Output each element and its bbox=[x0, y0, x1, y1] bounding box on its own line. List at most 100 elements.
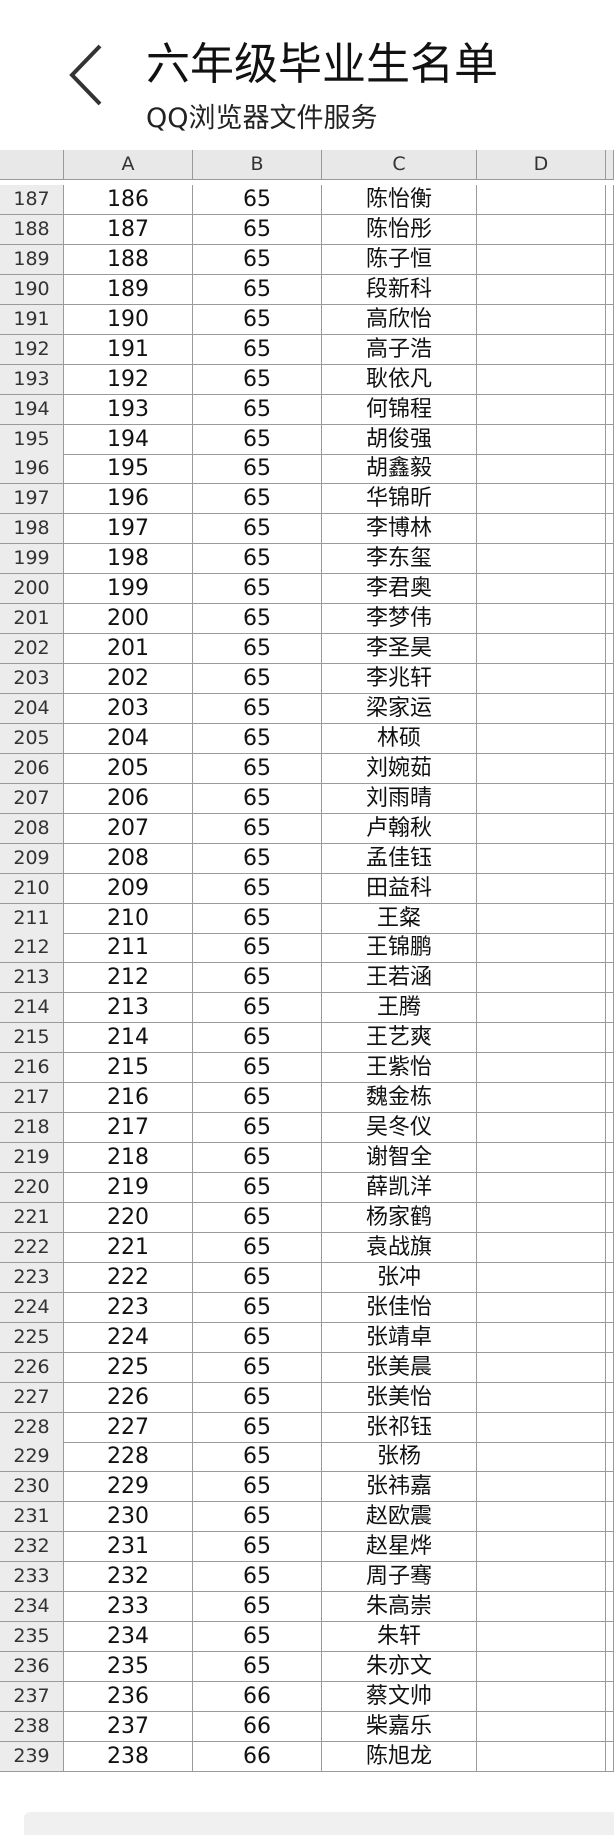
row-header: 209 bbox=[0, 843, 64, 874]
cell: 陈怡衡 bbox=[322, 185, 477, 215]
cell: 218 bbox=[64, 1143, 193, 1174]
cell bbox=[477, 364, 606, 395]
cell bbox=[477, 693, 606, 724]
cell: 王艺爽 bbox=[322, 1023, 477, 1054]
cell: 194 bbox=[64, 424, 193, 455]
cell: 陈旭龙 bbox=[322, 1741, 477, 1772]
row-header: 219 bbox=[0, 1143, 64, 1174]
cell bbox=[477, 544, 606, 575]
cell: 65 bbox=[193, 753, 322, 784]
cell bbox=[477, 484, 606, 515]
row-header: 237 bbox=[0, 1681, 64, 1712]
cell: 朱高崇 bbox=[322, 1592, 477, 1623]
cell bbox=[477, 1442, 606, 1473]
cell: 赵欧震 bbox=[322, 1502, 477, 1533]
cell bbox=[477, 1262, 606, 1293]
column-header: C bbox=[322, 150, 477, 180]
row-header: 216 bbox=[0, 1053, 64, 1084]
back-button[interactable] bbox=[66, 42, 106, 108]
cell bbox=[606, 454, 614, 485]
cell: 65 bbox=[193, 304, 322, 335]
cell: 耿依凡 bbox=[322, 364, 477, 395]
cell: 205 bbox=[64, 753, 193, 784]
cell bbox=[606, 364, 614, 395]
row-header: 212 bbox=[0, 933, 64, 964]
cell: 65 bbox=[193, 993, 322, 1024]
cell bbox=[477, 664, 606, 695]
row-header: 199 bbox=[0, 544, 64, 575]
row-header: 191 bbox=[0, 304, 64, 335]
cell bbox=[477, 1681, 606, 1712]
cell: 张靖卓 bbox=[322, 1322, 477, 1353]
cell: 65 bbox=[193, 1382, 322, 1413]
cell: 65 bbox=[193, 1592, 322, 1623]
cell: 65 bbox=[193, 274, 322, 305]
cell: 65 bbox=[193, 693, 322, 724]
row-header: 187 bbox=[0, 185, 64, 215]
row-header: 203 bbox=[0, 664, 64, 695]
cell bbox=[606, 244, 614, 275]
cell bbox=[606, 574, 614, 605]
cell: 214 bbox=[64, 1023, 193, 1054]
cell: 208 bbox=[64, 843, 193, 874]
cell bbox=[477, 1172, 606, 1203]
cell: 65 bbox=[193, 933, 322, 964]
cell: 65 bbox=[193, 813, 322, 844]
cell: 66 bbox=[193, 1741, 322, 1772]
cell: 198 bbox=[64, 544, 193, 575]
cell: 233 bbox=[64, 1592, 193, 1623]
cell bbox=[606, 1592, 614, 1623]
cell: 66 bbox=[193, 1681, 322, 1712]
row-header: 196 bbox=[0, 454, 64, 485]
cell: 210 bbox=[64, 903, 193, 934]
row-header: 225 bbox=[0, 1322, 64, 1353]
column-header: B bbox=[193, 150, 322, 180]
cell: 238 bbox=[64, 1741, 193, 1772]
cell bbox=[477, 1711, 606, 1742]
cell: 65 bbox=[193, 1532, 322, 1563]
cell: 65 bbox=[193, 454, 322, 485]
cell: 196 bbox=[64, 484, 193, 515]
cell: 张美怡 bbox=[322, 1382, 477, 1413]
cell: 李东玺 bbox=[322, 544, 477, 575]
cell: 林硕 bbox=[322, 723, 477, 754]
cell: 65 bbox=[193, 514, 322, 545]
cell: 65 bbox=[193, 544, 322, 575]
cell: 高欣怡 bbox=[322, 304, 477, 335]
cell: 陈怡彤 bbox=[322, 214, 477, 245]
column-header: D bbox=[477, 150, 606, 180]
cell: 吴冬仪 bbox=[322, 1113, 477, 1144]
cell bbox=[606, 873, 614, 904]
cell bbox=[477, 454, 606, 485]
cell bbox=[477, 753, 606, 784]
cell: 193 bbox=[64, 394, 193, 425]
subtitle: QQ浏览器文件服务 bbox=[146, 103, 378, 134]
cell: 李圣昊 bbox=[322, 634, 477, 665]
cell: 李兆轩 bbox=[322, 664, 477, 695]
cell: 王腾 bbox=[322, 993, 477, 1024]
row-header: 239 bbox=[0, 1741, 64, 1772]
cell bbox=[606, 1113, 614, 1144]
cell: 187 bbox=[64, 214, 193, 245]
cell: 192 bbox=[64, 364, 193, 395]
cell bbox=[606, 1502, 614, 1533]
cell: 李梦伟 bbox=[322, 604, 477, 635]
cell: 刘雨晴 bbox=[322, 783, 477, 814]
cell bbox=[477, 813, 606, 844]
cell bbox=[606, 514, 614, 545]
cell: 朱亦文 bbox=[322, 1652, 477, 1683]
cell bbox=[606, 334, 614, 365]
cell: 209 bbox=[64, 873, 193, 904]
cell: 65 bbox=[193, 1352, 322, 1383]
cell: 65 bbox=[193, 1322, 322, 1353]
cell: 65 bbox=[193, 664, 322, 695]
cell bbox=[477, 723, 606, 754]
column-header: A bbox=[64, 150, 193, 180]
cell: 65 bbox=[193, 424, 322, 455]
cell: 65 bbox=[193, 1202, 322, 1233]
cell: 65 bbox=[193, 1053, 322, 1084]
cell bbox=[606, 544, 614, 575]
cell: 张祎嘉 bbox=[322, 1472, 477, 1503]
cell bbox=[477, 514, 606, 545]
row-header: 190 bbox=[0, 274, 64, 305]
